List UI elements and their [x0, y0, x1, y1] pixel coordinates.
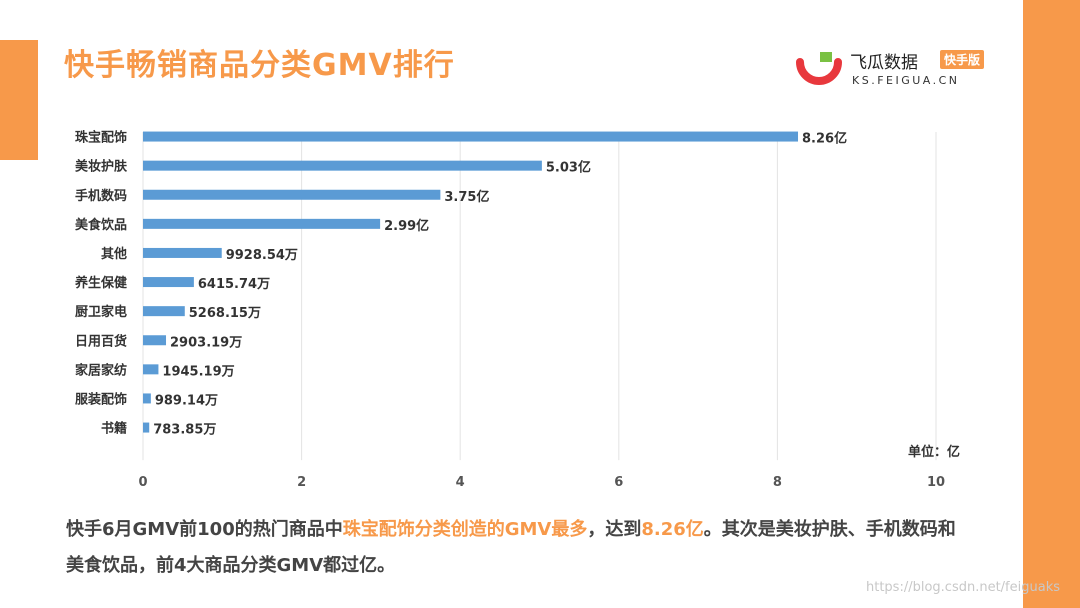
value-label: 9928.54万	[226, 248, 298, 263]
brand-logo-block: 飞瓜数据 快手版 KS.FEIGUA.CN	[796, 46, 996, 96]
right-accent-bar	[1023, 0, 1080, 608]
category-label: 美食饮品	[75, 217, 127, 233]
unit-label: 单位：亿	[908, 444, 960, 460]
value-label: 2.99亿	[384, 218, 429, 234]
category-label: 家居家纺	[75, 362, 127, 378]
category-label: 珠宝配饰	[75, 130, 127, 146]
bar	[143, 160, 542, 171]
value-label: 989.14万	[155, 393, 218, 408]
bar	[143, 422, 150, 433]
feigua-logo-icon	[796, 52, 842, 85]
brand-name: 飞瓜数据	[850, 53, 918, 73]
value-label: 783.85万	[153, 423, 216, 438]
bar	[143, 247, 222, 258]
summary-part-3: 。其次是美妆护肤、手机数码和美食饮品，前4大商品分类GMV都过亿。	[66, 519, 956, 576]
page-title: 快手畅销商品分类GMV排行	[64, 48, 455, 83]
value-label: 6415.74万	[198, 277, 270, 292]
x-tick-label: 10	[927, 475, 945, 490]
value-label: 2903.19万	[170, 335, 242, 350]
x-tick-label: 6	[614, 475, 623, 490]
x-tick-label: 8	[773, 475, 782, 490]
brand-badge: 快手版	[940, 50, 985, 69]
watermark: https://blog.csdn.net/feiguaks	[866, 580, 1061, 595]
value-label: 3.75亿	[444, 189, 489, 205]
left-accent-bar	[0, 40, 38, 160]
x-tick-label: 0	[138, 475, 147, 490]
bar	[143, 218, 381, 229]
bar	[143, 364, 159, 375]
category-label: 书籍	[101, 421, 127, 437]
value-label: 5.03亿	[546, 160, 591, 176]
value-label: 5268.15万	[189, 306, 261, 321]
summary-highlight-2: 8.26亿	[641, 519, 704, 540]
category-label: 日用百货	[75, 333, 127, 349]
x-tick-label: 4	[456, 475, 465, 490]
bar	[143, 277, 194, 288]
bar	[143, 335, 167, 346]
category-label: 美妆护肤	[75, 159, 128, 175]
category-label: 厨卫家电	[75, 304, 127, 320]
summary-part-1: 快手6月GMV前100的热门商品中	[66, 519, 343, 540]
summary-part-2: ，达到	[587, 519, 642, 540]
x-tick-label: 2	[297, 475, 306, 490]
category-label: 手机数码	[75, 188, 127, 204]
bar	[143, 306, 185, 317]
value-label: 8.26亿	[802, 131, 847, 147]
summary-highlight-1: 珠宝配饰分类创造的GMV最多	[342, 519, 588, 540]
category-label: 服装配饰	[75, 391, 127, 407]
bar	[143, 189, 441, 200]
summary-text: 快手6月GMV前100的热门商品中珠宝配饰分类创造的GMV最多，达到8.26亿。…	[66, 512, 966, 584]
bar	[143, 131, 799, 142]
bar	[143, 393, 151, 404]
category-label: 养生保健	[74, 275, 127, 291]
value-label: 1945.19万	[162, 364, 234, 379]
category-label: 其他	[101, 246, 127, 262]
brand-domain: KS.FEIGUA.CN	[852, 74, 960, 87]
